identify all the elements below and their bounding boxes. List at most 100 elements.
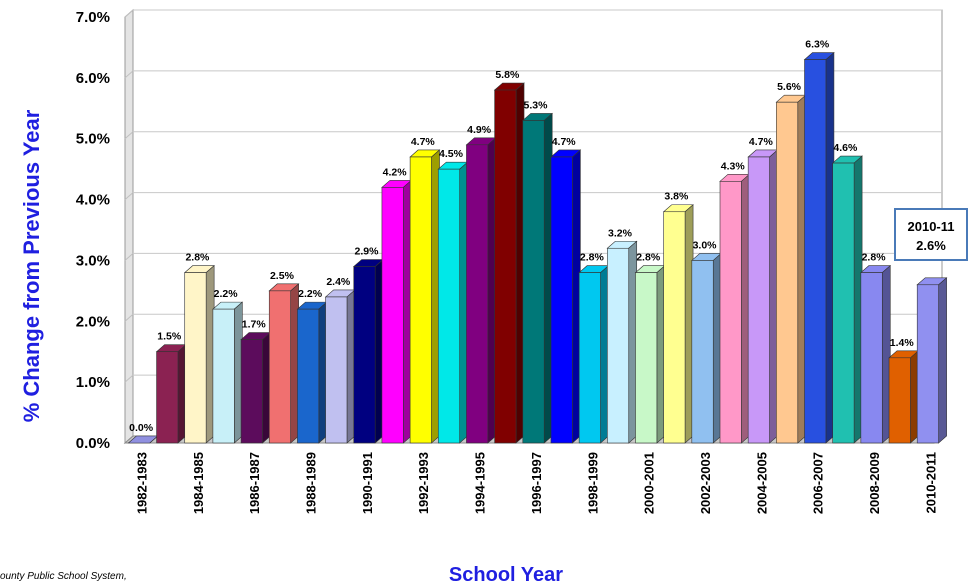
- y-tick-label: 1.0%: [76, 374, 110, 391]
- bar-front: [240, 339, 263, 444]
- bar-1991-1992: [381, 179, 413, 444]
- y-tick-label: 5.0%: [76, 131, 110, 148]
- gridline-side: [124, 253, 134, 261]
- bar-front: [297, 308, 320, 444]
- y-tick-label: 7.0%: [76, 9, 110, 26]
- bar-front: [776, 101, 799, 444]
- data-label: 2.8%: [185, 252, 210, 264]
- bar-front: [522, 120, 545, 444]
- bar-front: [691, 260, 714, 444]
- bar-front: [860, 272, 883, 444]
- data-label: 4.6%: [833, 142, 858, 154]
- y-tick-label: 2.0%: [76, 313, 110, 330]
- gridline-side: [124, 374, 134, 383]
- data-label: 4.7%: [411, 136, 436, 148]
- x-tick-label: 1990-1991: [360, 452, 375, 514]
- bar-1996-1997: [521, 112, 554, 444]
- data-label: 5.3%: [524, 99, 549, 111]
- bar-front: [804, 59, 827, 444]
- bar-front: [353, 266, 376, 444]
- bar-front: [747, 156, 770, 444]
- bar-front: [381, 187, 404, 444]
- bar-2007-2008: [831, 155, 863, 444]
- data-label: 4.3%: [721, 160, 746, 172]
- bar-front: [550, 156, 573, 444]
- y-tick-label: 6.0%: [76, 70, 110, 87]
- callout-value: 2.6%: [916, 238, 946, 253]
- data-label: 4.7%: [552, 136, 577, 148]
- data-label: 3.0%: [693, 239, 718, 251]
- y-axis-title: % Change from Previous Year: [19, 109, 44, 422]
- data-labels-layer: 0.0%1.5%2.8%2.2%1.7%2.5%2.2%2.4%2.9%4.2%…: [129, 39, 914, 434]
- bar-1986-1987: [240, 331, 272, 444]
- bar-2006-2007: [803, 51, 835, 444]
- bar-2000-2001: [634, 264, 666, 444]
- bar-1998-1999: [578, 264, 610, 444]
- data-label: 4.2%: [383, 166, 408, 178]
- bar-1997-1998: [550, 149, 582, 444]
- x-tick-label: 1982-1983: [135, 452, 150, 514]
- bar-1992-1993: [409, 149, 441, 444]
- bar-front: [719, 181, 742, 444]
- gridline-side: [124, 313, 134, 322]
- bar-1995-1996: [493, 82, 525, 444]
- bar-1988-1989: [296, 301, 328, 444]
- bar-front: [578, 272, 601, 444]
- x-tick-label: 1998-1999: [585, 452, 600, 514]
- bar-2002-2003: [691, 252, 723, 444]
- data-label: 2.2%: [298, 288, 323, 300]
- bar-1994-1995: [465, 137, 497, 444]
- x-tick-label: 1994-1995: [473, 452, 488, 514]
- data-label: 1.5%: [157, 331, 182, 343]
- callout-year: 2010-11: [908, 219, 955, 234]
- data-label: 4.9%: [467, 124, 492, 136]
- bar-front: [494, 89, 517, 444]
- data-label: 1.4%: [890, 337, 915, 349]
- bar-1990-1991: [352, 258, 384, 444]
- y-tick-label: 3.0%: [76, 252, 110, 269]
- data-label: 5.8%: [495, 69, 520, 81]
- bar-front: [466, 144, 489, 444]
- y-tick-label: 0.0%: [76, 435, 110, 452]
- data-label: 3.2%: [608, 227, 633, 239]
- y-tick-label: 4.0%: [76, 192, 110, 209]
- bar-front: [832, 162, 855, 444]
- bar-front: [888, 357, 911, 444]
- x-tick-label: 1984-1985: [191, 452, 206, 514]
- bar-2009-2010: [888, 350, 920, 444]
- bar-front: [212, 308, 235, 444]
- data-label: 2.8%: [636, 252, 661, 264]
- bar-front: [437, 168, 460, 444]
- bar-1984-1985: [183, 264, 215, 444]
- x-axis-title: School Year: [449, 564, 563, 586]
- x-tick-label: 2006-2007: [811, 452, 826, 514]
- data-label: 4.5%: [439, 148, 464, 160]
- x-tick-label: 1988-1989: [304, 452, 319, 514]
- x-tick-label: 1996-1997: [529, 452, 544, 514]
- gridline-side: [124, 9, 134, 18]
- data-label: 5.6%: [777, 81, 802, 93]
- data-label: 3.8%: [664, 191, 689, 203]
- data-label: 1.7%: [242, 319, 267, 331]
- bar-2004-2005: [747, 149, 779, 444]
- bar-2010-2011: [916, 277, 948, 444]
- x-tick-label: 2002-2003: [698, 452, 713, 514]
- x-tick-label: 1986-1987: [247, 452, 262, 514]
- source-note: ounty Public School System,: [0, 571, 127, 582]
- bar-front: [409, 156, 432, 444]
- bar-front: [635, 272, 658, 444]
- gridline-side: [124, 131, 134, 140]
- bar-front: [607, 247, 630, 444]
- data-label: 2.8%: [862, 252, 887, 264]
- bar-front: [916, 284, 939, 444]
- data-label: 0.0%: [129, 422, 154, 434]
- x-tick-label: 2008-2009: [867, 452, 882, 514]
- bar-1987-1988: [268, 283, 300, 444]
- bar-2003-2004: [719, 173, 751, 444]
- gridline-side: [124, 192, 134, 200]
- bar-front: [325, 296, 348, 444]
- data-label: 2.4%: [326, 276, 351, 288]
- bar-1999-2000: [606, 240, 638, 444]
- bar-2005-2006: [775, 94, 807, 444]
